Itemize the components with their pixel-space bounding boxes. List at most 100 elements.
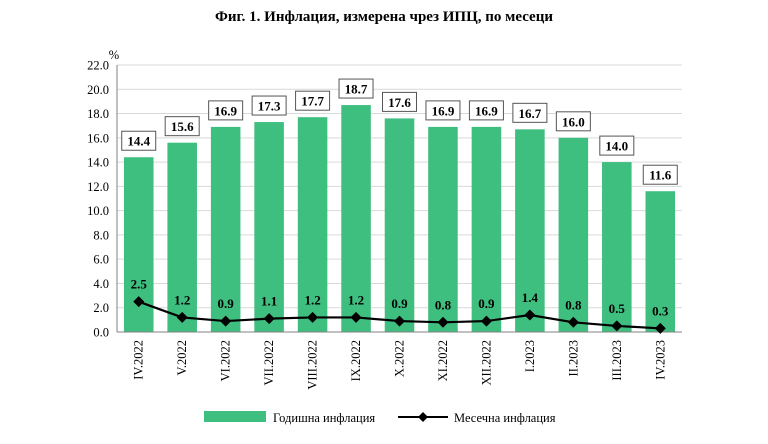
x-tick-label: VI.2022	[219, 340, 233, 381]
bar-data-label: 17.6	[388, 95, 411, 110]
x-tick-label: XI.2022	[436, 340, 450, 381]
y-tick-label: 16.0	[87, 131, 109, 145]
y-unit-label: %	[109, 48, 119, 62]
bar-label-box	[468, 100, 504, 121]
y-tick-labels: 0.0 2.0 4.0 6.0 8.0 10.0 12.0 14.0 16.0 18.0 20.0 2…	[87, 59, 109, 340]
line-data-label: 0.9	[478, 296, 495, 311]
x-tick-label: IV.2023	[653, 340, 667, 380]
line-data-label: 0.8	[435, 297, 452, 312]
line-data-label: 1.1	[261, 294, 277, 309]
bar-data-label: 16.0	[562, 114, 585, 129]
bar	[645, 191, 676, 332]
line-point-marker	[654, 322, 666, 334]
x-tick-label: III.2023	[610, 340, 624, 381]
bar-label-box	[121, 130, 157, 151]
bar-data-label: 18.7	[345, 82, 368, 97]
line-data-label: 0.5	[609, 301, 626, 316]
bar-data-label: 17.7	[301, 94, 324, 109]
line-point-marker	[350, 311, 362, 323]
y-tick-label: 8.0	[93, 228, 109, 242]
bar	[341, 105, 371, 332]
bar-data-labels: 14.4 15.6 16.9 17.3 17.7 18.7 17.6 16.9 16.9 16.7…	[121, 78, 678, 185]
legend-label-monthly: Месечна инфлация	[454, 411, 556, 425]
bar-data-label: 14.0	[605, 139, 628, 154]
bar	[471, 126, 502, 333]
bar-label-box	[251, 95, 287, 116]
bar-data-label: 14.4	[127, 134, 150, 149]
bar-label-box	[642, 164, 678, 185]
line-data-label: 1.2	[348, 292, 364, 307]
y-tick-label: 22.0	[87, 59, 109, 73]
line-point-marker	[220, 315, 232, 327]
line-point-marker	[176, 311, 188, 323]
bar-label-box	[295, 90, 331, 111]
y-tick-label: 14.0	[87, 156, 109, 170]
line-point-marker	[307, 311, 319, 323]
y-tick-label: 2.0	[93, 301, 109, 315]
x-tick-label: IV.2022	[132, 340, 146, 380]
line-point-marker	[480, 315, 492, 327]
legend: Годишна инфлация Месечна инфлация	[204, 411, 556, 425]
bars	[123, 105, 676, 333]
y-tick-label: 0.0	[93, 326, 109, 340]
legend-label-annual: Годишна инфлация	[273, 411, 375, 425]
bar	[558, 137, 589, 332]
bar	[254, 122, 284, 332]
line-data-label: 2.5	[131, 277, 148, 292]
line-point-marker	[567, 316, 579, 328]
chart-title: Фиг. 1. Инфлация, измерена чрез ИПЦ, по …	[215, 9, 553, 25]
bar	[515, 129, 545, 332]
bar-data-label: 15.6	[171, 119, 194, 134]
bar-label-box	[382, 91, 417, 112]
x-tick-label: I.2023	[523, 340, 537, 372]
x-tick-label: V.2022	[175, 340, 189, 376]
line-data-labels: 2.5 1.2 0.9 1.1 1.2 1.2 0.9 0.8 0.9 1.4 0.8 0.5 0.3	[131, 277, 669, 319]
bar-data-label: 17.3	[258, 99, 281, 114]
bar-label-box	[164, 116, 200, 137]
x-tick-labels: IV.2022 V.2022 VI.2022 VII.2022 VIII.2022 IX.…	[132, 340, 668, 390]
x-tick-label: IX.2022	[349, 340, 363, 381]
y-tick-label: 4.0	[93, 277, 109, 291]
bar	[428, 126, 458, 333]
y-tick-label: 10.0	[87, 204, 109, 218]
line-data-label: 0.9	[218, 296, 235, 311]
y-tick-label: 18.0	[87, 107, 109, 121]
legend-marker-monthly	[418, 412, 428, 422]
line-data-label: 0.8	[565, 297, 582, 312]
y-tick-label: 12.0	[87, 180, 109, 194]
bar	[297, 117, 328, 332]
line-data-label: 1.2	[304, 292, 320, 307]
x-tick-label: X.2022	[393, 340, 407, 377]
bar-label-box	[425, 100, 461, 121]
y-tick-label: 20.0	[87, 83, 109, 97]
bar-data-label: 11.6	[649, 168, 672, 183]
bar-label-box	[208, 100, 244, 121]
x-tick-label: XII.2022	[479, 340, 493, 385]
bar	[602, 162, 632, 332]
line-point-marker	[524, 309, 536, 321]
bar-label-box	[512, 102, 548, 123]
bar-label-box	[555, 111, 591, 132]
bar	[384, 118, 415, 333]
x-tick-label: II.2023	[566, 340, 580, 376]
line-data-label: 0.3	[652, 303, 669, 318]
x-tick-label: VII.2022	[262, 340, 276, 385]
bar-data-label: 16.7	[519, 106, 542, 121]
bar	[167, 142, 197, 332]
bar-data-label: 16.9	[214, 103, 237, 118]
monthly-line	[133, 296, 666, 334]
line-point-marker	[394, 315, 405, 327]
bar-data-label: 16.9	[475, 103, 498, 118]
line-point-marker	[611, 320, 623, 332]
line-point-marker	[133, 296, 145, 308]
line-point-marker	[437, 316, 449, 328]
bar	[210, 126, 241, 333]
bar-label-box	[599, 135, 635, 156]
line-data-label: 0.9	[391, 296, 408, 311]
axes	[116, 65, 682, 333]
y-tick-label: 6.0	[93, 253, 109, 267]
legend-swatch-annual	[204, 411, 266, 422]
line-point-marker	[263, 313, 275, 325]
